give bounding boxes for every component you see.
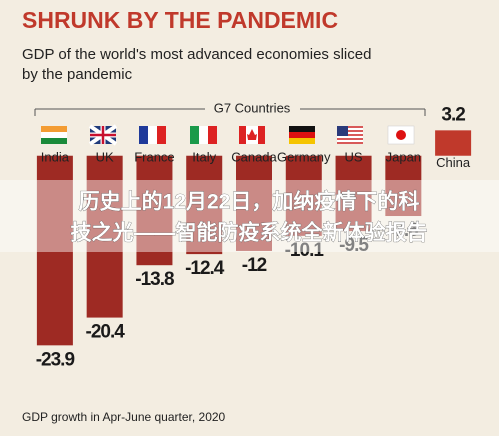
x-tick-label: UK — [96, 149, 114, 164]
bar — [136, 155, 173, 266]
footnote: GDP growth in Apr-June quarter, 2020 — [22, 410, 226, 424]
x-tick-label: Italy — [192, 149, 216, 164]
x-tick-label: Germany — [277, 149, 331, 164]
bar — [335, 155, 372, 232]
value-label: -23.9 — [36, 349, 75, 370]
x-tick-label: India — [41, 149, 70, 164]
bars: -23.9 -20.4 -13.8 -12.4 -12 -10.1 -9.5 -7.6 3.2 I… — [36, 104, 472, 370]
value-label: -7.6 — [389, 220, 418, 241]
value-label: 3.2 — [441, 104, 465, 125]
bar — [36, 155, 73, 346]
value-label: -9.5 — [339, 235, 369, 256]
value-label: -20.4 — [86, 322, 126, 343]
x-tick-label: China — [436, 155, 471, 170]
overlay-text: 历史上的12月22日，加纳疫情下的科 — [79, 190, 420, 214]
subtitle: GDP of the world's most advanced economi… — [22, 46, 371, 63]
x-tick-label: France — [134, 149, 174, 164]
x-tick-label: Canada — [231, 149, 277, 164]
overlay: 历史上的12月22日，加纳疫情下的科 技之光——智能防疫系统全新体验报告 — [0, 180, 499, 252]
x-tick-label: US — [345, 149, 363, 164]
bar — [285, 155, 322, 236]
value-label: -10.1 — [285, 240, 325, 261]
group-label: G7 Countries — [214, 100, 291, 115]
flags — [41, 124, 415, 146]
bar — [186, 155, 223, 255]
chart-title: SHRUNK BY THE PANDEMIC — [22, 7, 338, 33]
overlay-text: 技之光——智能防疫系统全新体验报告 — [71, 221, 428, 245]
value-label: -12.4 — [185, 258, 225, 279]
bar — [385, 155, 422, 217]
x-tick-label: Japan — [386, 149, 421, 164]
bar — [435, 130, 472, 156]
bar — [86, 155, 123, 318]
bar — [236, 155, 272, 251]
value-label: -13.8 — [135, 269, 174, 290]
value-label: -12 — [242, 255, 267, 276]
subtitle: by the pandemic — [22, 66, 133, 83]
